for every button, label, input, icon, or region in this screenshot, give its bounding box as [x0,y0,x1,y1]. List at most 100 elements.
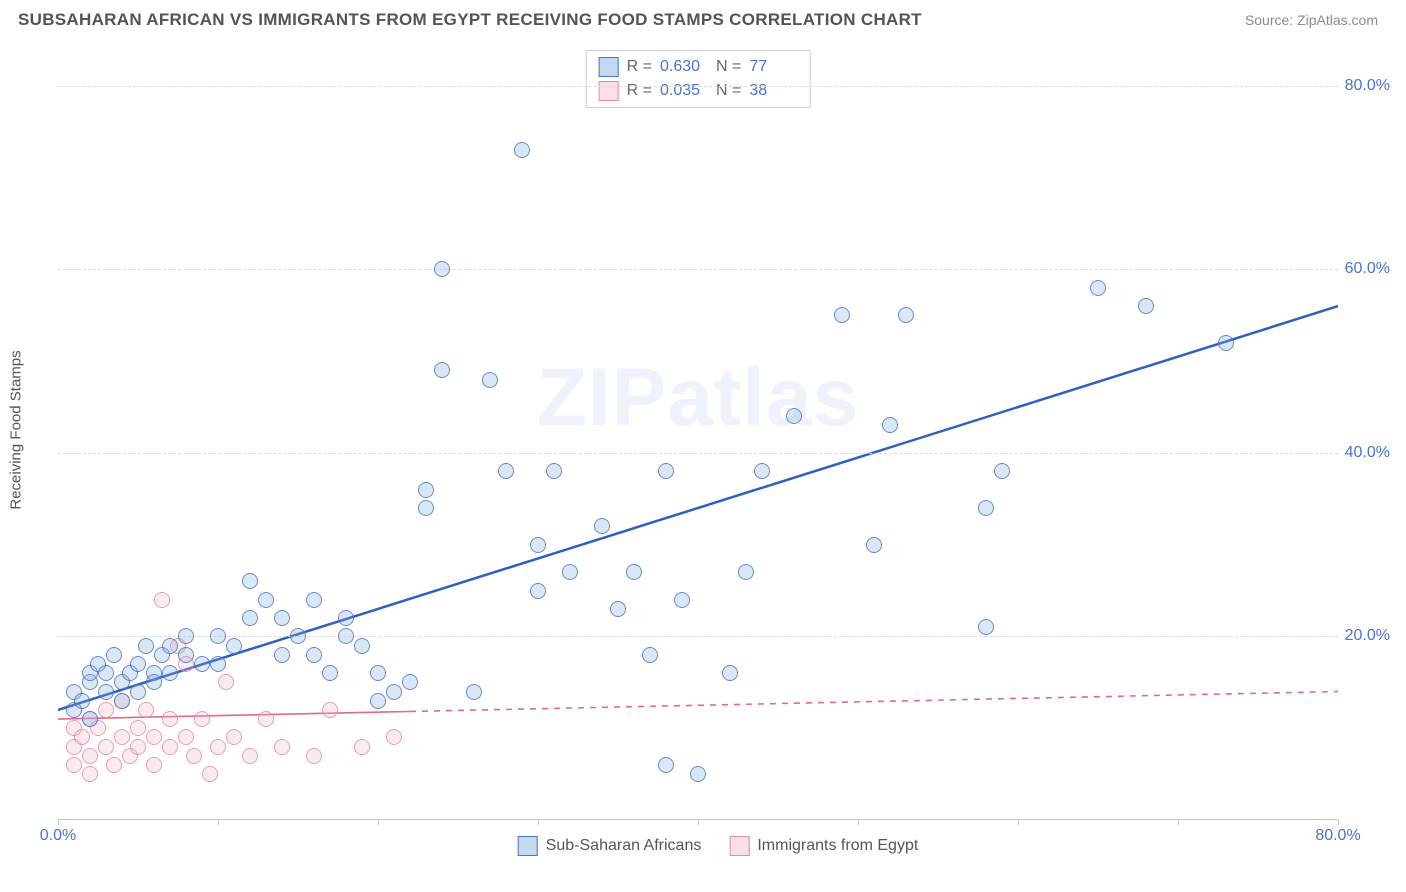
data-point [218,674,234,690]
data-point [274,647,290,663]
data-point [114,729,130,745]
x-tick-mark [58,819,59,825]
data-point [162,711,178,727]
data-point [738,564,754,580]
data-point [130,720,146,736]
data-point [482,372,498,388]
data-point [98,665,114,681]
data-point [66,757,82,773]
data-point [178,628,194,644]
x-tick-mark [698,819,699,825]
series-label-blue: Sub-Saharan Africans [546,837,702,855]
y-axis-label: Receiving Food Stamps [8,350,25,509]
data-point [322,702,338,718]
trend-lines [58,40,1338,820]
data-point [306,592,322,608]
data-point [162,638,178,654]
data-point [98,684,114,700]
data-point [754,463,770,479]
r-value-blue: 0.630 [660,58,708,76]
data-point [306,647,322,663]
gridline [58,269,1338,270]
data-point [114,693,130,709]
n-value-pink: 38 [749,82,797,100]
data-point [130,656,146,672]
data-point [898,307,914,323]
data-point [178,729,194,745]
data-point [242,610,258,626]
data-point [74,693,90,709]
data-point [834,307,850,323]
data-point [610,601,626,617]
gridline [58,86,1338,87]
data-point [146,674,162,690]
data-point [466,684,482,700]
r-label: R = [627,82,652,100]
series-label-pink: Immigrants from Egypt [757,837,918,855]
data-point [154,592,170,608]
gridline [58,453,1338,454]
data-point [162,665,178,681]
watermark: ZIPatlas [537,351,859,445]
data-point [106,647,122,663]
data-point [98,702,114,718]
data-point [146,757,162,773]
x-tick-mark [538,819,539,825]
data-point [194,711,210,727]
data-point [530,537,546,553]
data-point [434,261,450,277]
n-label: N = [716,82,741,100]
data-point [562,564,578,580]
data-point [146,729,162,745]
data-point [786,408,802,424]
data-point [1138,298,1154,314]
data-point [178,647,194,663]
data-point [138,702,154,718]
data-point [242,748,258,764]
data-point [322,665,338,681]
data-point [338,628,354,644]
data-point [290,628,306,644]
data-point [386,729,402,745]
swatch-blue [599,57,619,77]
data-point [418,482,434,498]
x-tick-mark [218,819,219,825]
data-point [242,573,258,589]
y-tick-label: 80.0% [1345,77,1390,95]
n-value-blue: 77 [749,58,797,76]
data-point [130,684,146,700]
gridline [58,636,1338,637]
data-point [274,739,290,755]
data-point [210,656,226,672]
data-point [1218,335,1234,351]
data-point [338,610,354,626]
data-point [658,757,674,773]
chart-area: Receiving Food Stamps ZIPatlas R = 0.630… [58,40,1378,820]
swatch-pink [599,81,619,101]
data-point [626,564,642,580]
data-point [162,739,178,755]
data-point [82,748,98,764]
data-point [186,748,202,764]
data-point [130,739,146,755]
data-point [402,674,418,690]
data-point [978,500,994,516]
y-tick-label: 40.0% [1345,444,1390,462]
r-value-pink: 0.035 [660,82,708,100]
swatch-pink [729,836,749,856]
r-label: R = [627,58,652,76]
data-point [530,583,546,599]
x-tick-mark [378,819,379,825]
data-point [354,638,370,654]
data-point [194,656,210,672]
data-point [978,619,994,635]
data-point [210,628,226,644]
y-tick-label: 60.0% [1345,260,1390,278]
data-point [514,142,530,158]
x-tick-mark [1018,819,1019,825]
data-point [882,417,898,433]
y-tick-label: 20.0% [1345,627,1390,645]
legend-series: Sub-Saharan Africans Immigrants from Egy… [518,836,919,856]
data-point [306,748,322,764]
data-point [274,610,290,626]
